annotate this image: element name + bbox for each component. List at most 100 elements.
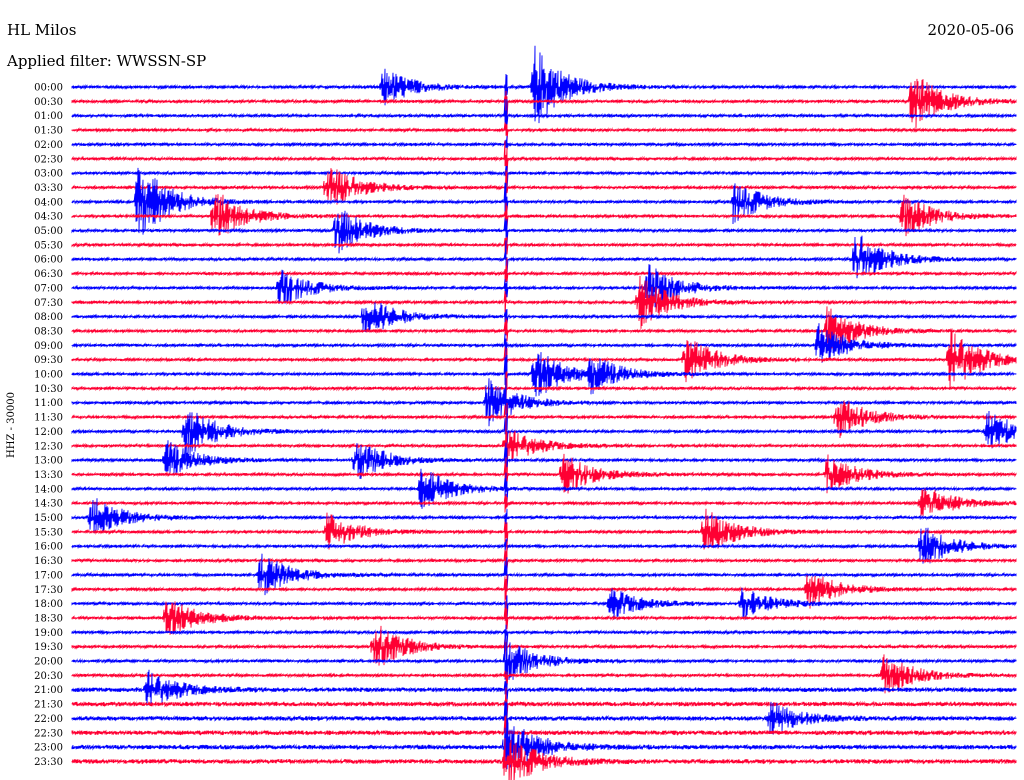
- trace-row: [71, 257, 1017, 286]
- trace-row: [71, 440, 1017, 479]
- trace-row: [71, 624, 1017, 652]
- tick-label: 05:00: [34, 226, 63, 237]
- trace-row: [71, 236, 1017, 256]
- tick-label: 18:00: [34, 599, 63, 610]
- tick-label: 13:30: [34, 470, 63, 481]
- trace-row: [71, 165, 1017, 193]
- tick-label: 00:30: [34, 97, 63, 108]
- station-title: HL Milos: [7, 21, 77, 39]
- trace-row: [71, 410, 1017, 460]
- tick-label: 01:00: [34, 111, 63, 122]
- trace-row: [71, 306, 1017, 353]
- tick-label: 01:30: [34, 126, 63, 137]
- tick-label: 13:00: [34, 456, 63, 467]
- tick-label: 18:30: [34, 613, 63, 624]
- tick-label: 16:30: [34, 556, 63, 567]
- tick-label: 16:00: [34, 542, 63, 553]
- trace-row: [71, 574, 1017, 609]
- tick-label: 12:00: [34, 427, 63, 438]
- trace-row: [71, 122, 1017, 142]
- trace-row: [71, 167, 1017, 235]
- time-tick-labels: 00:00 00:30 01:00 01:30 02:00 02:30 03:00 03:30…: [34, 83, 63, 768]
- tick-label: 08:30: [34, 326, 63, 337]
- tick-label: 02:30: [34, 154, 63, 165]
- tick-label: 12:30: [34, 441, 63, 452]
- trace-row: [71, 498, 1017, 534]
- filter-label: Applied filter: WWSSN-SP: [6, 52, 206, 70]
- tick-label: 06:30: [34, 269, 63, 280]
- tick-label: 09:00: [34, 341, 63, 352]
- tick-label: 23:00: [34, 743, 63, 754]
- tick-label: 07:30: [34, 298, 63, 309]
- trace-row: [71, 135, 1017, 150]
- tick-label: 11:30: [34, 413, 63, 424]
- tick-label: 14:30: [34, 499, 63, 510]
- tick-label: 10:00: [34, 370, 63, 381]
- tick-label: 23:30: [34, 757, 63, 768]
- trace-row: [71, 275, 1017, 329]
- trace-row: [71, 630, 1017, 689]
- trace-row: [71, 377, 1017, 432]
- trace-row: [71, 541, 1017, 575]
- tick-label: 03:00: [34, 169, 63, 180]
- tick-label: 19:30: [34, 642, 63, 653]
- trace-row: [71, 738, 1017, 780]
- tick-label: 21:00: [34, 685, 63, 696]
- tick-label: 04:30: [34, 212, 63, 223]
- trace-row: [71, 625, 1017, 666]
- trace-row: [71, 687, 1017, 718]
- trace-row: [71, 371, 1017, 404]
- trace-row: [71, 352, 1017, 397]
- trace-row: [71, 78, 1017, 128]
- tick-label: 17:30: [34, 585, 63, 596]
- tick-label: 15:00: [34, 513, 63, 524]
- tick-label: 11:00: [34, 398, 63, 409]
- trace-row: [71, 453, 1017, 494]
- tick-label: 17:00: [34, 570, 63, 581]
- trace-row: [71, 468, 1017, 509]
- tick-label: 22:00: [34, 714, 63, 725]
- trace-row: [71, 302, 1017, 336]
- trace-row: [71, 527, 1017, 564]
- trace-row: [71, 140, 1017, 177]
- tick-label: 02:00: [34, 140, 63, 151]
- trace-row: [71, 235, 1017, 279]
- tick-label: 10:30: [34, 384, 63, 395]
- tick-label: 09:30: [34, 355, 63, 366]
- trace-row: [71, 168, 1017, 205]
- tick-label: 14:00: [34, 484, 63, 495]
- trace-row: [71, 587, 1017, 623]
- trace-row: [71, 488, 1017, 517]
- trace-row: [71, 194, 1017, 237]
- date-label: 2020-05-06: [928, 21, 1014, 39]
- seismic-traces: [71, 45, 1017, 780]
- tick-label: 07:00: [34, 283, 63, 294]
- trace-row: [71, 210, 1017, 254]
- tick-label: 21:30: [34, 700, 63, 711]
- trace-row: [71, 400, 1017, 439]
- trace-row: [71, 654, 1017, 694]
- trace-row: [71, 45, 1017, 124]
- trace-row: [71, 601, 1017, 635]
- tick-label: 08:00: [34, 312, 63, 323]
- trace-row: [71, 419, 1017, 484]
- trace-row: [71, 669, 1017, 706]
- tick-label: 03:30: [34, 183, 63, 194]
- tick-label: 15:30: [34, 527, 63, 538]
- trace-row: [71, 323, 1017, 364]
- trace-row: [71, 701, 1017, 735]
- tick-label: 19:00: [34, 628, 63, 639]
- tick-label: 20:30: [34, 671, 63, 682]
- tick-label: 04:00: [34, 197, 63, 208]
- trace-row: [71, 264, 1017, 308]
- channel-axis-label: HHZ - 30000: [6, 392, 17, 458]
- trace-row: [71, 553, 1017, 596]
- tick-label: 00:00: [34, 83, 63, 94]
- trace-row: [71, 701, 1017, 770]
- trace-row: [71, 715, 1017, 752]
- trace-row: [71, 508, 1017, 550]
- tick-label: 22:30: [34, 728, 63, 739]
- tick-label: 05:30: [34, 240, 63, 251]
- tick-label: 06:00: [34, 255, 63, 266]
